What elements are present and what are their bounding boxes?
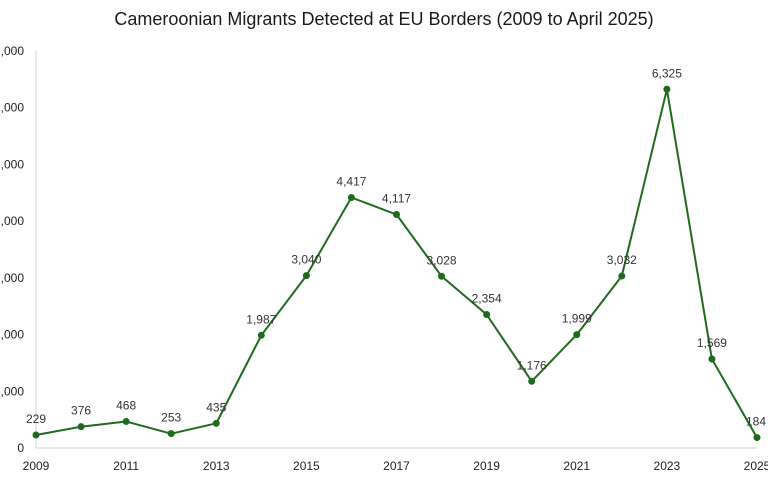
data-label: 1,176: [517, 358, 547, 372]
data-point: [708, 355, 716, 363]
data-point: [528, 377, 536, 385]
data-label: 468: [116, 398, 136, 412]
data-label: 1,999: [562, 312, 592, 326]
x-tick-label: 2017: [383, 459, 410, 473]
x-tick-label: 2025: [744, 459, 768, 473]
y-tick-label: ,000: [1, 101, 25, 115]
series-line: [35, 88, 758, 439]
data-label: 4,417: [336, 174, 366, 188]
data-label: 3,028: [427, 253, 457, 267]
data-point: [663, 85, 671, 93]
x-tick-label: 2011: [113, 459, 139, 473]
data-label: 4,117: [382, 192, 411, 206]
y-tick-label: 0: [17, 441, 24, 455]
data-label: 1,569: [697, 336, 727, 350]
data-point: [122, 417, 130, 425]
data-point: [212, 419, 220, 427]
x-tick-label: 2021: [563, 459, 590, 473]
data-point: [438, 272, 446, 280]
data-label: 184: [746, 415, 766, 429]
data-label: 435: [206, 400, 226, 414]
data-point: [302, 272, 310, 280]
data-point: [393, 211, 400, 219]
data-point: [753, 434, 761, 442]
data-label: 376: [71, 404, 91, 418]
y-tick-label: ,000: [1, 157, 25, 171]
y-tick-label: ,000: [1, 328, 25, 342]
x-tick-label: 2019: [473, 459, 500, 473]
y-tick-label: ,000: [1, 384, 25, 398]
data-label: 6,325: [652, 66, 682, 80]
data-point: [573, 331, 581, 339]
data-label: 1,987: [246, 312, 276, 326]
x-tick-label: 2015: [293, 459, 320, 473]
y-tick-label: 7,000: [0, 44, 24, 58]
data-label: 253: [161, 411, 181, 425]
data-point: [77, 423, 85, 431]
y-tick-label: ,000: [1, 214, 25, 228]
data-point: [32, 431, 40, 439]
data-point: [257, 331, 265, 339]
x-tick-label: 2023: [654, 459, 681, 473]
data-label: 3,032: [607, 253, 637, 267]
data-point: [618, 272, 626, 280]
data-point: [483, 310, 491, 318]
data-label: 2,354: [472, 291, 502, 305]
data-label: 3,040: [291, 253, 321, 267]
chart-title: Cameroonian Migrants Detected at EU Bord…: [114, 9, 654, 29]
data-label: 229: [26, 412, 46, 426]
data-point: [167, 430, 175, 438]
y-tick-label: ,000: [1, 271, 25, 285]
data-point: [347, 193, 355, 201]
x-tick-label: 2009: [23, 459, 50, 473]
x-tick-label: 2013: [203, 459, 230, 473]
